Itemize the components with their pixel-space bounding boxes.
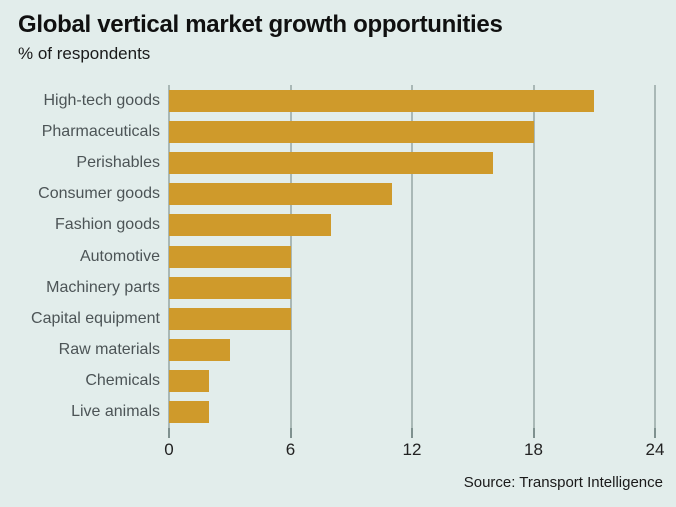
x-tick-label: 18 [524, 440, 543, 459]
bar-row [169, 85, 655, 116]
bar-row [169, 147, 655, 178]
bar-row [169, 272, 655, 303]
gridline [411, 85, 413, 428]
gridline [532, 85, 535, 428]
category-label: Capital equipment [31, 309, 160, 327]
category-label: Chemicals [85, 372, 160, 390]
bar [169, 276, 291, 299]
bar-row [169, 335, 655, 366]
bar-row [169, 179, 655, 210]
bar [169, 370, 210, 393]
category-label: Consumer goods [38, 185, 160, 203]
plot-area [168, 85, 656, 428]
category-label: Pharmaceuticals [41, 122, 160, 140]
category-label: Automotive [79, 247, 160, 265]
bar [169, 120, 534, 143]
axis-tick [168, 428, 170, 438]
x-tick-label: 0 [164, 440, 174, 459]
x-tick-label: 24 [645, 440, 665, 459]
x-axis-tick-labels: 0 6 12 18 24 [164, 440, 664, 460]
category-label: Machinery parts [46, 278, 160, 296]
bar-row [169, 366, 655, 397]
bar [169, 151, 493, 174]
axis-tick [289, 428, 292, 438]
category-label: Live animals [71, 403, 160, 421]
chart-title: Global vertical market growth opportunit… [18, 11, 503, 38]
axis-tick [654, 428, 656, 438]
category-label: Raw materials [58, 341, 160, 359]
axis-tick [532, 428, 535, 438]
bar-row [169, 397, 655, 428]
x-tick-label: 6 [285, 440, 296, 459]
chart-subtitle: % of respondents [18, 44, 151, 63]
bar [169, 89, 595, 112]
category-label-column: High-tech goods Pharmaceuticals Perishable… [0, 85, 160, 428]
axis-tick [411, 428, 413, 438]
category-label: High-tech goods [43, 91, 160, 109]
x-tick-label: 12 [402, 440, 422, 459]
bar [169, 339, 230, 362]
bar [169, 245, 291, 268]
bar [169, 401, 210, 424]
source-note: Source: Transport Intelligence [463, 474, 663, 491]
bar-series [169, 85, 655, 428]
bar-row [169, 303, 655, 334]
bar [169, 214, 331, 237]
bar [169, 183, 392, 206]
category-label: Perishables [76, 153, 160, 171]
x-axis-ticks [168, 428, 656, 438]
category-label: Fashion goods [55, 216, 160, 234]
gridline [289, 85, 292, 428]
bar-row [169, 241, 655, 272]
bar-row [169, 210, 655, 241]
bar-row [169, 116, 655, 147]
gridline [654, 85, 656, 428]
bar [169, 307, 291, 330]
